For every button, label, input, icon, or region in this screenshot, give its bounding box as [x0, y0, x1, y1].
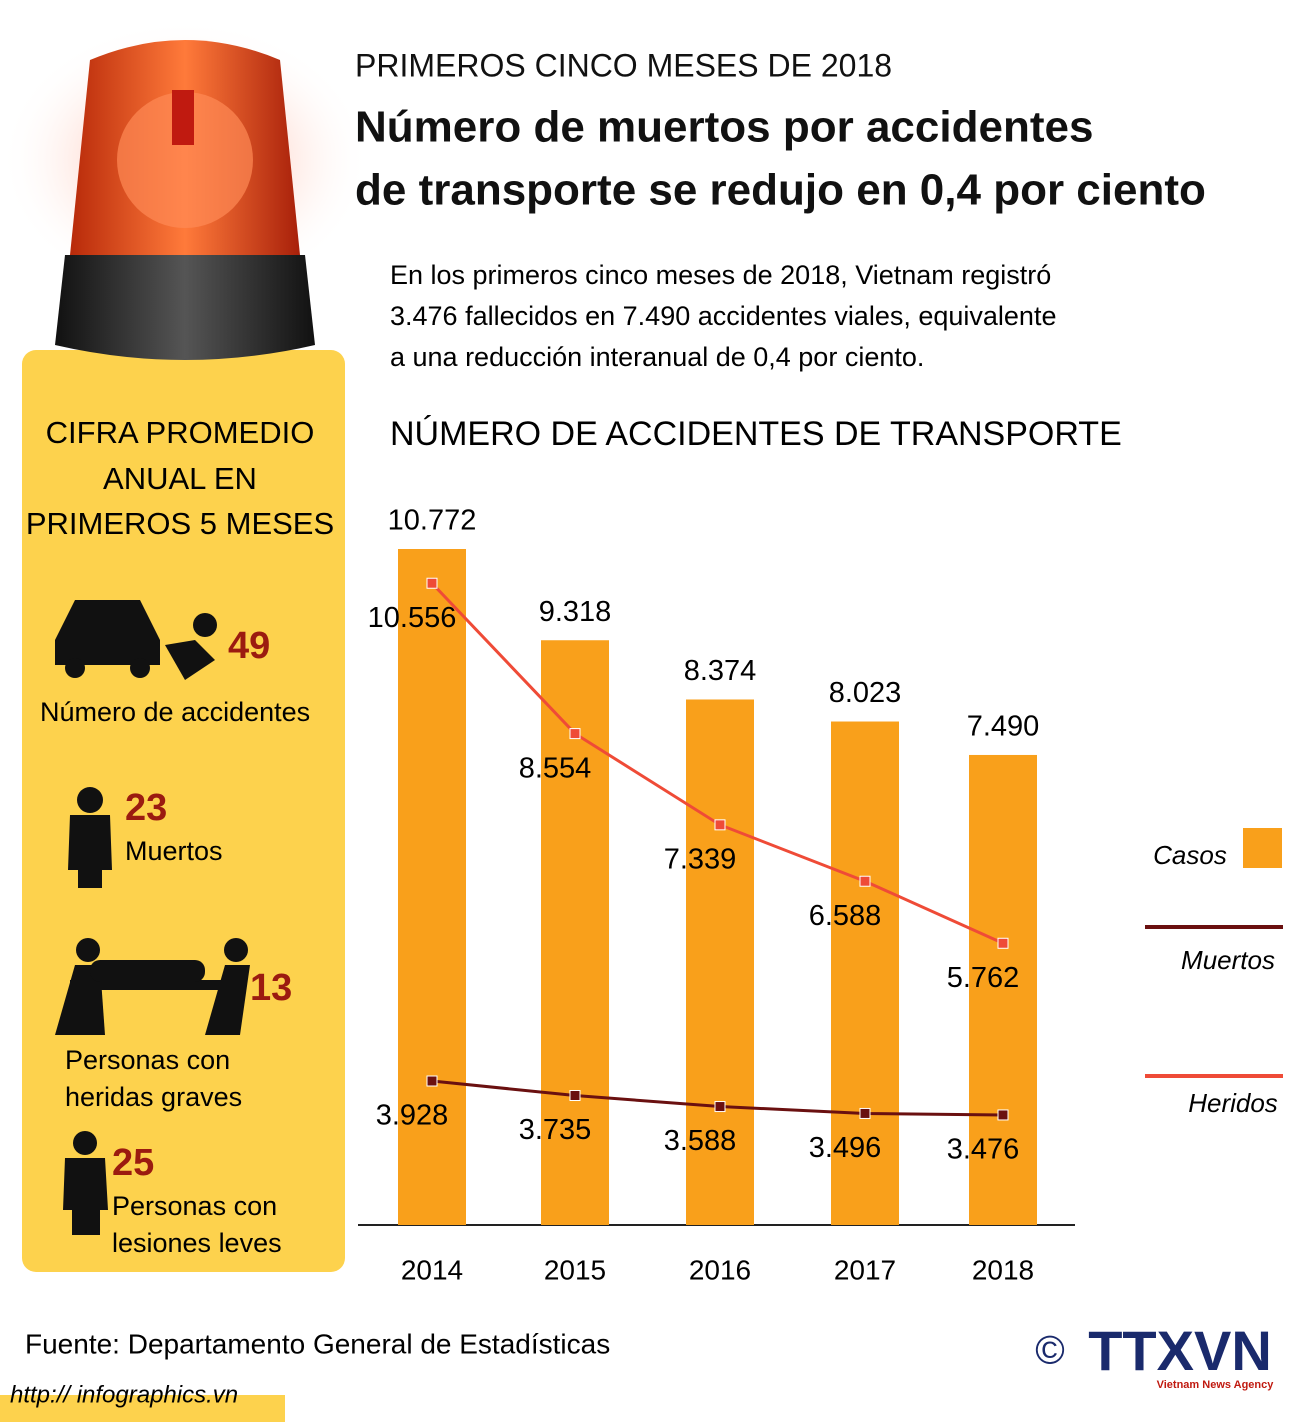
siren-lamp: [117, 92, 253, 228]
x-tick-label: 2018: [972, 1254, 1034, 1285]
stat-label: Personas con: [112, 1191, 277, 1221]
x-tick-label: 2014: [401, 1254, 463, 1285]
intro: En los primeros cinco meses de 2018, Vie…: [390, 260, 1051, 290]
stretcher-icon: [55, 938, 250, 1035]
agency: Vietnam News Agency: [1157, 1379, 1275, 1391]
stat-label: Número de accidentes: [40, 697, 310, 727]
marker: [859, 1107, 871, 1119]
sidebar-heading: CIFRA PROMEDIO: [46, 415, 315, 450]
bar: [686, 699, 754, 1225]
siren-base: [55, 255, 315, 360]
line-value-label: 3.588: [664, 1125, 737, 1157]
copyright: ©: [1035, 1329, 1064, 1373]
source: Fuente: Departamento General de Estadíst…: [25, 1328, 610, 1359]
siren-bulb: [172, 90, 194, 145]
marker: [997, 937, 1009, 949]
bar-value-label: 8.374: [684, 655, 757, 687]
legend-label: Heridos: [1188, 1088, 1278, 1118]
line-value-label: 5.762: [947, 962, 1020, 994]
bar-value-label: 8.023: [829, 677, 902, 709]
marker: [426, 577, 438, 589]
stat-value: 23: [125, 787, 167, 829]
x-tick-label: 2015: [544, 1254, 606, 1285]
bar-value-label: 7.490: [967, 711, 1040, 743]
x-tick-label: 2017: [834, 1254, 896, 1285]
stat-label: Personas con: [65, 1045, 230, 1075]
marker: [714, 819, 726, 831]
sidebar-heading: ANUAL EN: [103, 461, 257, 496]
stat-label: Muertos: [125, 836, 223, 866]
line-value-label: 3.928: [376, 1100, 449, 1132]
title: Número de muertos por accidentes: [355, 103, 1093, 152]
legend-label: Casos: [1153, 840, 1227, 870]
bar: [969, 754, 1037, 1225]
x-tick-label: 2016: [689, 1254, 751, 1285]
intro: 3.476 fallecidos en 7.490 accidentes via…: [390, 301, 1056, 331]
car-icon: [55, 600, 217, 680]
chart-title: NÚMERO DE ACCIDENTES DE TRANSPORTE: [390, 415, 1122, 453]
line-value-label: 6.588: [809, 900, 882, 932]
sidebar-stats: [55, 600, 250, 1235]
logo: TTXVN: [1088, 1319, 1272, 1382]
line-value-label: 3.735: [519, 1114, 592, 1146]
marker: [569, 1090, 581, 1102]
stat-value: 13: [250, 967, 292, 1009]
injured-icon: [63, 1131, 108, 1235]
line-value-label: 3.476: [947, 1134, 1020, 1166]
marker: [426, 1075, 438, 1087]
url: http:// infographics.vn: [10, 1381, 238, 1408]
marker: [859, 875, 871, 887]
stat-value: 49: [228, 625, 270, 667]
legend-label: Muertos: [1181, 945, 1275, 975]
line-value-label: 3.496: [809, 1132, 882, 1164]
kicker: PRIMEROS CINCO MESES DE 2018: [355, 47, 892, 83]
marker: [997, 1109, 1009, 1121]
marker: [569, 728, 581, 740]
url-band: [0, 1395, 285, 1422]
person-icon: [68, 787, 112, 888]
stat-value: 25: [112, 1142, 154, 1184]
stat-label: heridas graves: [65, 1082, 242, 1112]
marker: [714, 1101, 726, 1113]
intro: a una reducción interanual de 0,4 por ci…: [390, 342, 924, 372]
line-value-label: 7.339: [664, 843, 737, 875]
legend-swatch: [1243, 828, 1282, 868]
title: de transporte se redujo en 0,4 por cient…: [355, 166, 1206, 215]
line-value-label: 10.556: [368, 602, 457, 634]
bar: [831, 721, 899, 1225]
bar-value-label: 10.772: [388, 505, 477, 537]
bar: [398, 549, 466, 1225]
line-value-label: 8.554: [519, 752, 592, 784]
bar-value-label: 9.318: [539, 596, 612, 628]
sidebar-panel: [22, 350, 345, 1272]
sidebar-heading: PRIMEROS 5 MESES: [26, 506, 334, 541]
stat-label: lesiones leves: [112, 1228, 282, 1258]
